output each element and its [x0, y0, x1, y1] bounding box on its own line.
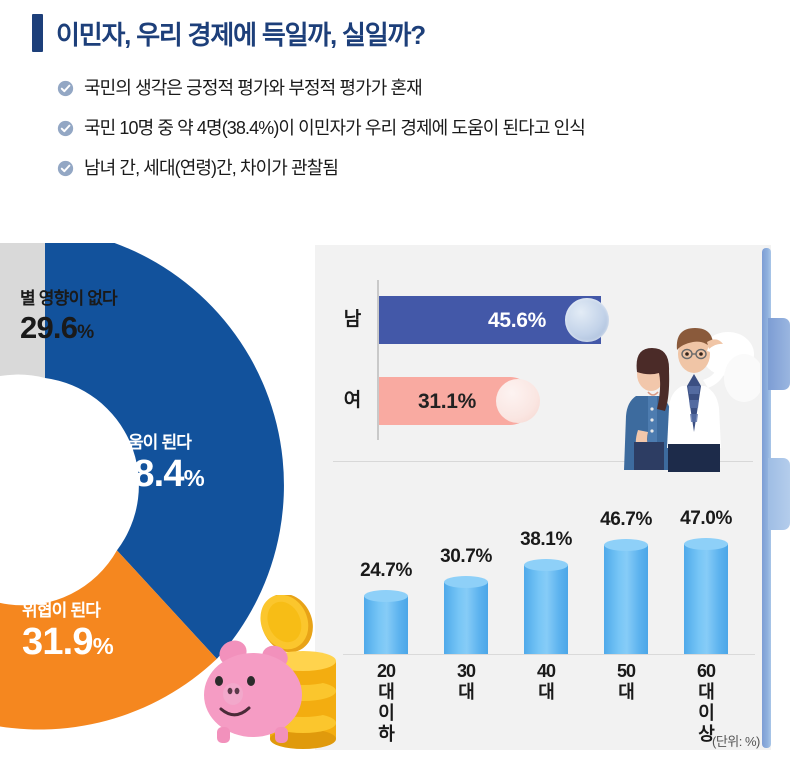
bullet-list: 국민의 생각은 긍정적 평가와 부정적 평가가 혼재 국민 10명 중 약 4명… [57, 76, 586, 196]
age-bar-5 [684, 538, 728, 654]
age-column-2: 30.7% 30대 [437, 546, 495, 702]
donut-slice-threat [0, 550, 217, 730]
donut-chart-svg [0, 243, 284, 730]
card-spine-decoration [762, 248, 771, 748]
gender-chart-axis [377, 280, 379, 440]
donut-label-noeffect: 별 영향이 없다 29.6% [20, 288, 118, 345]
title-accent-bar [32, 14, 43, 52]
donut-label-help-value: 38.4% [113, 453, 205, 495]
check-circle-icon [57, 160, 74, 177]
age-category-4: 50대 [616, 661, 636, 702]
age-category-1: 20대 이하 [376, 661, 396, 744]
donut-label-help: 도움이 된다 38.4% [113, 432, 205, 495]
gender-value-male: 45.6% [487, 309, 546, 332]
age-column-1: 24.7% 20대 이하 [357, 560, 415, 744]
age-bar-chart: 24.7% 20대 이하 30.7% 30대 38.1% 40대 46.7% 5… [315, 470, 771, 750]
age-column-5: 47.0% 60대 이상 [677, 508, 735, 744]
age-bar-2 [444, 576, 488, 654]
man-figure [667, 328, 727, 472]
header-section: 이민자, 우리 경제에 득일까, 실일까? 국민의 생각은 긍정적 평가와 부정… [0, 0, 800, 210]
bullet-text: 국민의 생각은 긍정적 평가와 부정적 평가가 혼재 [84, 78, 423, 98]
bullet-text: 국민 10명 중 약 4명(38.4%)이 이민자가 우리 경제에 도움이 된다… [84, 118, 586, 138]
age-bar-4 [604, 539, 648, 654]
age-column-4: 46.7% 50대 [597, 509, 655, 702]
coin-falling-icon [260, 595, 313, 653]
age-bar-1 [364, 590, 408, 654]
people-illustration-icon [624, 328, 760, 472]
donut-label-threat: 위협이 된다 31.9% [22, 600, 114, 663]
age-bar-3 [524, 559, 568, 654]
gender-bar-female: 31.1% [379, 377, 540, 425]
gender-category-male: 남 [343, 309, 361, 330]
age-category-3: 40대 [536, 661, 556, 702]
age-column-3: 38.1% 40대 [517, 529, 575, 702]
check-circle-icon [57, 80, 74, 97]
donut-label-help-text: 도움이 된다 [113, 433, 192, 452]
gender-chart-baseline [333, 461, 753, 462]
list-item: 남녀 간, 세대(연령)간, 차이가 관찰됨 [57, 156, 585, 182]
age-value-3: 38.1% [520, 529, 572, 550]
woman-figure [624, 348, 673, 470]
age-category-5: 60대 이상 [696, 661, 716, 744]
gender-bar-female-bead [496, 379, 540, 423]
donut-label-noeffect-text: 별 영향이 없다 [20, 289, 118, 308]
age-value-4: 46.7% [600, 509, 652, 530]
gender-bar-male-bead [565, 298, 609, 342]
age-value-1: 24.7% [360, 560, 412, 581]
list-item: 국민 10명 중 약 4명(38.4%)이 이민자가 우리 경제에 도움이 된다… [57, 116, 586, 142]
gender-category-female: 여 [343, 390, 361, 411]
donut-label-threat-value: 31.9% [22, 621, 114, 663]
check-circle-icon [57, 120, 74, 137]
piggy-bank-icon [204, 595, 336, 749]
gender-value-female: 31.1% [417, 390, 476, 413]
gender-bar-male: 45.6% [379, 296, 609, 344]
donut-chart [0, 243, 330, 758]
unit-note: (단위: %) [712, 734, 760, 749]
piggy-icon [204, 640, 302, 743]
donut-slice-noeffect [0, 243, 45, 378]
donut-label-threat-text: 위협이 된다 [22, 601, 101, 620]
list-item: 국민의 생각은 긍정적 평가와 부정적 평가가 혼재 [57, 76, 585, 102]
age-chart-baseline [343, 654, 755, 655]
age-value-2: 30.7% [440, 546, 492, 567]
page-title-text: 이민자, 우리 경제에 득일까, 실일까? [56, 19, 426, 50]
age-category-2: 30대 [456, 661, 476, 702]
gender-bar-chart: 남 45.6% 여 31.1% [315, 262, 771, 467]
page-title: 이민자, 우리 경제에 득일까, 실일까? [32, 14, 426, 52]
donut-slice-help [45, 243, 284, 659]
age-value-5: 47.0% [680, 508, 732, 529]
card-tab-upper [768, 318, 790, 390]
donut-label-noeffect-value: 29.6% [20, 310, 94, 345]
bullet-text: 남녀 간, 세대(연령)간, 차이가 관찰됨 [84, 158, 339, 178]
card-tab-lower [768, 458, 790, 530]
